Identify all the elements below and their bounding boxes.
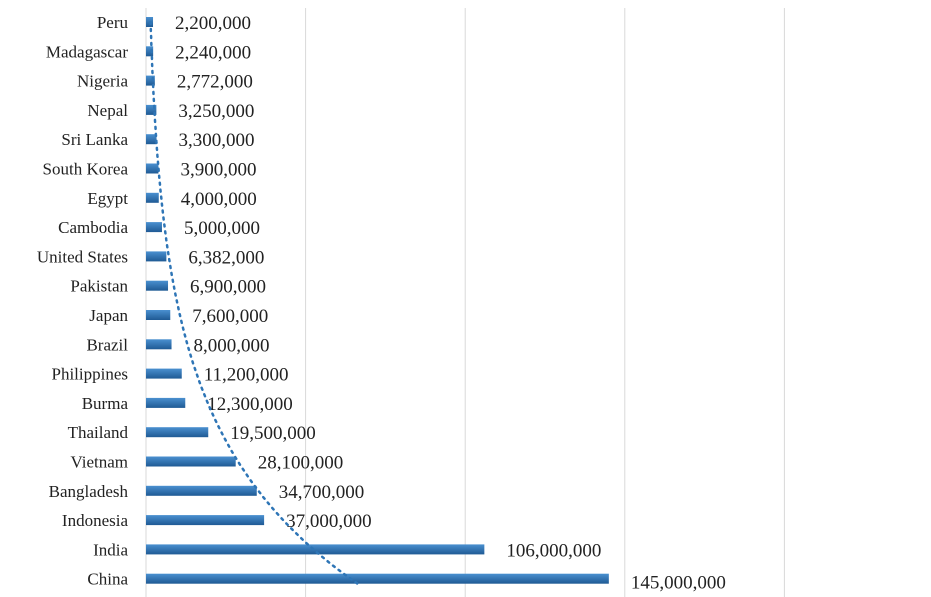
category-label-philippines: Philippines xyxy=(51,365,128,384)
value-label-peru: 2,200,000 xyxy=(175,13,251,34)
bar-pakistan xyxy=(146,280,169,291)
value-label-china: 145,000,000 xyxy=(631,573,726,594)
category-label-china: China xyxy=(87,570,128,589)
bar-burma xyxy=(146,397,186,408)
value-label-vietnam: 28,100,000 xyxy=(258,453,344,474)
bar-india xyxy=(146,544,485,555)
value-label-thailand: 19,500,000 xyxy=(230,423,316,444)
bar-sri-lanka xyxy=(146,134,157,145)
trendline xyxy=(149,20,361,586)
category-label-madagascar: Madagascar xyxy=(46,42,128,61)
bar-nigeria xyxy=(146,75,155,86)
bar-japan xyxy=(146,310,171,320)
category-label-pakistan: Pakistan xyxy=(70,277,128,296)
category-label-thailand: Thailand xyxy=(68,423,129,442)
value-label-nepal: 3,250,000 xyxy=(178,101,254,122)
bar-bangladesh xyxy=(146,485,257,496)
bar-vietnam xyxy=(146,456,236,467)
category-label-indonesia: Indonesia xyxy=(62,511,129,530)
value-label-burma: 12,300,000 xyxy=(207,394,293,415)
category-labels: Peru Madagascar Nigeria Nepal Sri Lanka South… xyxy=(37,13,129,589)
value-label-united-states: 6,382,000 xyxy=(188,247,264,268)
value-label-south-korea: 3,900,000 xyxy=(180,160,256,181)
category-label-nigeria: Nigeria xyxy=(77,72,128,91)
bar-cambodia xyxy=(146,222,162,233)
bar-philippines xyxy=(146,368,182,379)
value-label-pakistan: 6,900,000 xyxy=(190,277,266,298)
category-label-egypt: Egypt xyxy=(87,189,128,208)
value-label-japan: 7,600,000 xyxy=(192,306,268,327)
category-label-bangladesh: Bangladesh xyxy=(49,482,129,501)
bar-united-states xyxy=(146,251,167,262)
category-label-india: India xyxy=(93,540,128,559)
value-label-philippines: 11,200,000 xyxy=(204,365,289,386)
value-labels: 2,200,000 2,240,000 2,772,000 3,250,000 3,30… xyxy=(175,13,726,594)
category-label-peru: Peru xyxy=(97,13,129,32)
value-label-cambodia: 5,000,000 xyxy=(184,218,260,239)
category-label-japan: Japan xyxy=(89,306,128,325)
bar-indonesia xyxy=(146,515,265,526)
category-label-cambodia: Cambodia xyxy=(58,218,128,237)
gridlines xyxy=(145,8,785,597)
value-label-bangladesh: 34,700,000 xyxy=(279,482,365,503)
category-label-vietnam: Vietnam xyxy=(70,453,128,472)
category-label-brazil: Brazil xyxy=(86,335,128,354)
bar-brazil xyxy=(146,339,172,350)
value-label-brazil: 8,000,000 xyxy=(194,335,270,356)
value-label-egypt: 4,000,000 xyxy=(181,189,257,210)
category-label-burma: Burma xyxy=(82,394,129,413)
bar-thailand xyxy=(146,427,209,438)
category-label-south-korea: South Korea xyxy=(43,160,129,179)
bar-nepal xyxy=(146,104,157,115)
value-label-nigeria: 2,772,000 xyxy=(177,72,253,93)
category-label-sri-lanka: Sri Lanka xyxy=(61,130,128,149)
value-label-sri-lanka: 3,300,000 xyxy=(179,130,255,151)
bar-egypt xyxy=(146,192,159,203)
category-label-united-states: United States xyxy=(37,247,128,266)
category-label-nepal: Nepal xyxy=(87,101,128,120)
value-label-indonesia: 37,000,000 xyxy=(286,511,372,532)
value-label-madagascar: 2,240,000 xyxy=(175,42,251,63)
value-label-india: 106,000,000 xyxy=(506,540,601,561)
bar-china xyxy=(146,573,609,584)
bar-madagascar xyxy=(146,46,154,57)
bar-south-korea xyxy=(146,163,159,174)
